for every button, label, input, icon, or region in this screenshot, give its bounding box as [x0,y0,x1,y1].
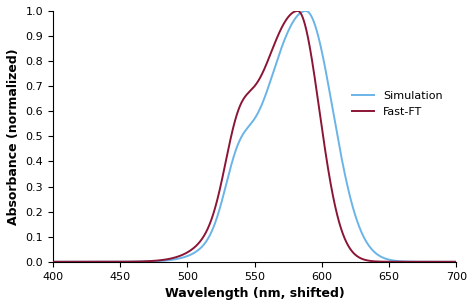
Simulation [421,260,427,264]
Simulation [343,179,349,182]
Simulation [223,184,228,188]
Fast-FT [295,9,301,13]
Line: Fast-FT: Fast-FT [53,11,456,262]
Simulation [219,197,225,200]
Simulation [303,9,309,13]
Fast-FT [50,260,56,264]
Y-axis label: Absorbance (normalized): Absorbance (normalized) [7,48,20,225]
Simulation [454,260,459,264]
Simulation [242,130,247,134]
Fast-FT [219,175,225,179]
Fast-FT [421,260,427,264]
Simulation [441,260,447,264]
Fast-FT [454,260,459,264]
Line: Simulation: Simulation [53,11,456,262]
Fast-FT [343,240,349,244]
Fast-FT [441,260,447,264]
Simulation [50,260,56,264]
Fast-FT [242,95,247,99]
Legend: Simulation, Fast-FT: Simulation, Fast-FT [347,87,447,121]
X-axis label: Wavelength (nm, shifted): Wavelength (nm, shifted) [165,287,345,300]
Fast-FT [223,160,228,164]
